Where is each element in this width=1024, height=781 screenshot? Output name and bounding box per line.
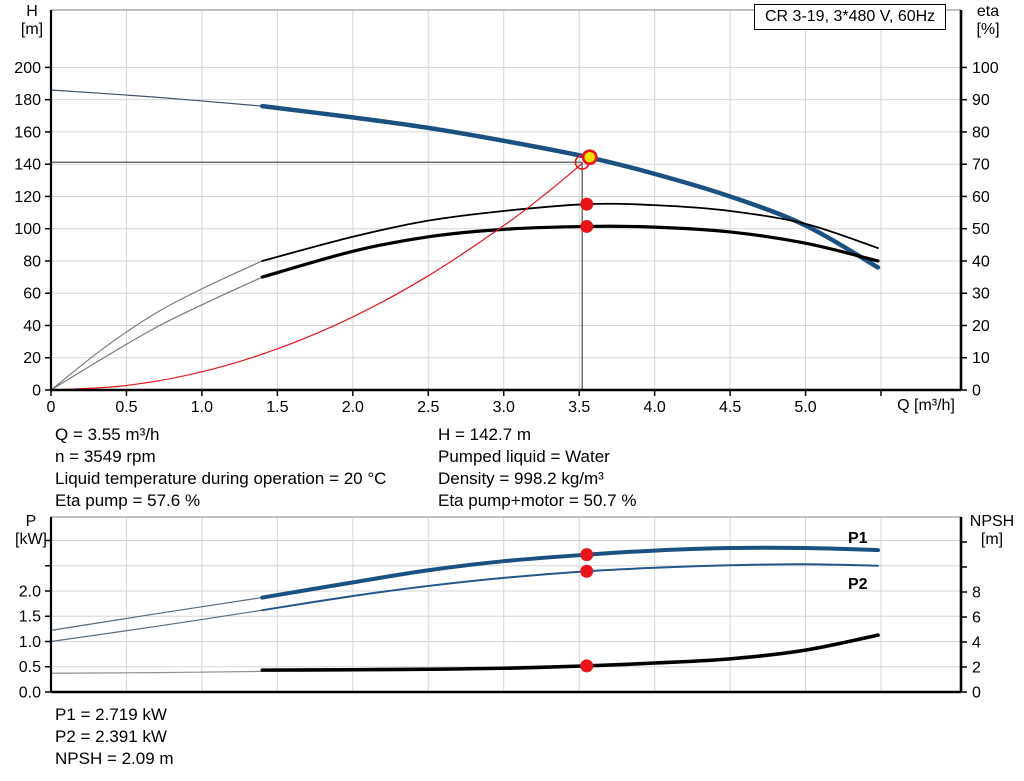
duty-point-marker bbox=[581, 149, 598, 166]
p-axis-label-symbol: P bbox=[25, 513, 37, 530]
svg-text:0: 0 bbox=[972, 685, 981, 702]
svg-text:2: 2 bbox=[972, 660, 981, 677]
eta-axis-label-symbol: eta bbox=[976, 3, 1000, 20]
svg-text:3.5: 3.5 bbox=[568, 399, 590, 416]
p-axis-label: P [kW] bbox=[9, 513, 53, 549]
svg-text:160: 160 bbox=[14, 124, 41, 141]
svg-text:20: 20 bbox=[23, 350, 41, 367]
hq-eta-chart: 0 20 40 60 80 100 120 140 160 180 200 0 10 20 30 40 50 60… bbox=[14, 9, 999, 416]
head-curve bbox=[260, 103, 881, 270]
svg-text:0: 0 bbox=[972, 383, 981, 400]
svg-text:0.5: 0.5 bbox=[19, 659, 41, 676]
svg-text:60: 60 bbox=[23, 286, 41, 303]
p2-extension bbox=[50, 609, 263, 643]
h-axis-label-unit: [m] bbox=[20, 21, 44, 38]
svg-text:30: 30 bbox=[972, 286, 990, 303]
svg-text:1.0: 1.0 bbox=[19, 634, 41, 651]
svg-text:1.5: 1.5 bbox=[19, 609, 41, 626]
svg-text:90: 90 bbox=[972, 92, 990, 109]
svg-text:3.0: 3.0 bbox=[493, 399, 515, 416]
eta-pump-extension bbox=[50, 260, 263, 391]
svg-text:2.0: 2.0 bbox=[19, 583, 41, 600]
npsh-value: NPSH = 2.09 m bbox=[55, 749, 174, 768]
svg-text:4.5: 4.5 bbox=[719, 399, 741, 416]
pumped-liquid-value: Pumped liquid = Water bbox=[438, 447, 610, 466]
svg-text:120: 120 bbox=[14, 189, 41, 206]
svg-text:4: 4 bbox=[972, 635, 981, 652]
svg-text:20: 20 bbox=[972, 318, 990, 335]
svg-text:180: 180 bbox=[14, 92, 41, 109]
duty-dot-marker bbox=[580, 219, 594, 233]
duty-point-info-left: Q = 3.55 m³/h n = 3549 rpm Liquid temper… bbox=[55, 424, 386, 512]
density-value: Density = 998.2 kg/m³ bbox=[438, 469, 604, 488]
svg-text:0.5: 0.5 bbox=[115, 399, 137, 416]
duty-dot-marker bbox=[580, 548, 594, 562]
liquid-temperature-value: Liquid temperature during operation = 20… bbox=[55, 469, 387, 488]
p1-value: P1 = 2.719 kW bbox=[55, 705, 167, 724]
h-axis-label: H [m] bbox=[10, 3, 54, 39]
h-axis-label-symbol: H bbox=[26, 3, 38, 20]
p1-extension bbox=[50, 596, 263, 631]
power-npsh-chart: 0.0 0.5 1.0 1.5 2.0 0 2 4 6 8 bbox=[19, 516, 981, 702]
npsh-extension bbox=[50, 670, 263, 674]
power-npsh-info: P1 = 2.719 kW P2 = 2.391 kW NPSH = 2.09 … bbox=[55, 704, 174, 770]
svg-text:2.0: 2.0 bbox=[342, 399, 364, 416]
eta-pump-motor-curve bbox=[260, 224, 880, 279]
svg-text:6: 6 bbox=[972, 610, 981, 627]
npsh-axis-label: NPSH [m] bbox=[962, 513, 1022, 549]
duty-dot-marker bbox=[580, 564, 594, 578]
eta-axis-label: eta [%] bbox=[965, 3, 1011, 39]
svg-text:0.0: 0.0 bbox=[19, 685, 41, 702]
flow-value: Q = 3.55 m³/h bbox=[55, 425, 160, 444]
p2-curve bbox=[261, 563, 879, 612]
svg-text:70: 70 bbox=[972, 157, 990, 174]
svg-text:0: 0 bbox=[32, 383, 41, 400]
svg-text:10: 10 bbox=[972, 350, 990, 367]
q-axis-label: Q [m³/h] bbox=[897, 397, 955, 414]
duty-dot-marker bbox=[580, 659, 594, 673]
system-curve bbox=[50, 162, 583, 391]
svg-text:8: 8 bbox=[972, 585, 981, 602]
head-value: H = 142.7 m bbox=[438, 425, 532, 444]
svg-text:40: 40 bbox=[972, 253, 990, 270]
svg-text:100: 100 bbox=[14, 221, 41, 238]
svg-text:100: 100 bbox=[972, 60, 999, 77]
svg-text:1.0: 1.0 bbox=[191, 399, 213, 416]
svg-text:50: 50 bbox=[972, 221, 990, 238]
svg-text:5.0: 5.0 bbox=[794, 399, 816, 416]
p1-curve-label: P1 bbox=[848, 530, 868, 547]
svg-text:4.0: 4.0 bbox=[644, 399, 666, 416]
eta-pump-motor-value: Eta pump+motor = 50.7 % bbox=[438, 491, 637, 510]
p2-value: P2 = 2.391 kW bbox=[55, 727, 167, 746]
p-axis-label-unit: [kW] bbox=[15, 531, 47, 548]
p2-curve-label: P2 bbox=[848, 576, 868, 593]
speed-value: n = 3549 rpm bbox=[55, 447, 156, 466]
head-curve-extension bbox=[50, 89, 263, 107]
svg-text:1.5: 1.5 bbox=[266, 399, 288, 416]
duty-point-info-right: H = 142.7 m Pumped liquid = Water Densit… bbox=[438, 424, 636, 512]
svg-text:0: 0 bbox=[47, 399, 56, 416]
svg-text:140: 140 bbox=[14, 157, 41, 174]
svg-text:200: 200 bbox=[14, 60, 41, 77]
svg-text:40: 40 bbox=[23, 318, 41, 335]
npsh-axis-label-unit: [m] bbox=[980, 531, 1004, 548]
duty-dot-marker bbox=[580, 197, 594, 211]
eta-pump-value: Eta pump = 57.6 % bbox=[55, 491, 201, 510]
svg-text:60: 60 bbox=[972, 189, 990, 206]
eta-pump-motor-extension bbox=[50, 276, 263, 391]
svg-text:80: 80 bbox=[972, 124, 990, 141]
svg-text:80: 80 bbox=[23, 253, 41, 270]
pump-title-box: CR 3-19, 3*480 V, 60Hz bbox=[754, 4, 947, 30]
svg-text:2.5: 2.5 bbox=[417, 399, 439, 416]
npsh-axis-label-symbol: NPSH bbox=[969, 513, 1015, 530]
npsh-curve bbox=[260, 633, 880, 672]
eta-axis-label-unit: [%] bbox=[976, 21, 1000, 38]
